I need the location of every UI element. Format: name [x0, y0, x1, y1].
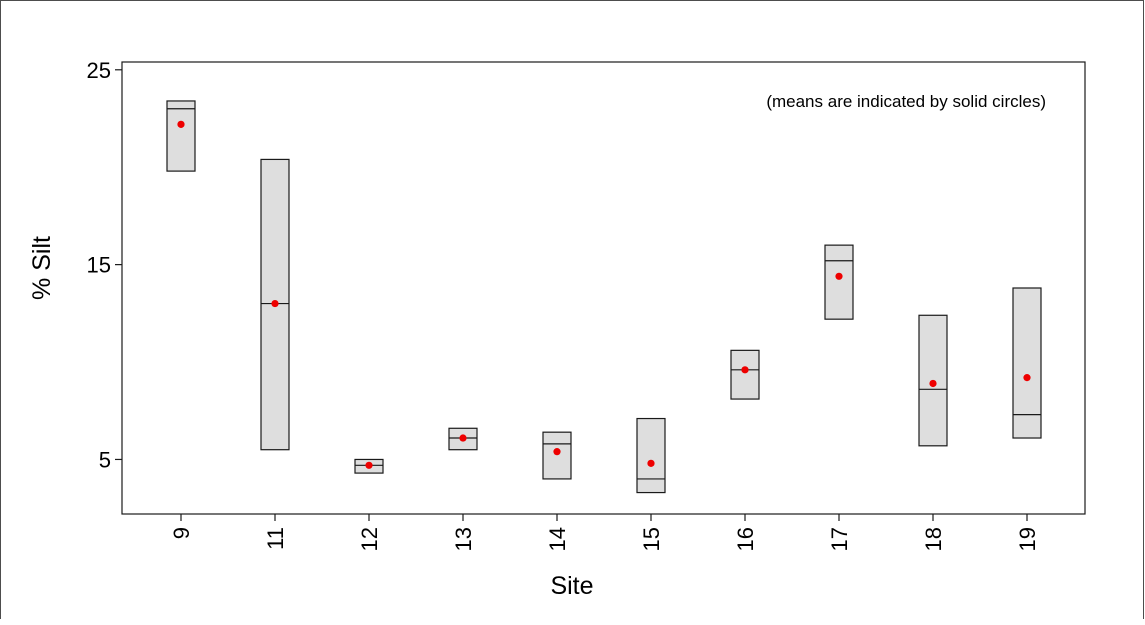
y-tick-label: 5 [99, 447, 111, 472]
site-18-mean-point [929, 379, 937, 388]
site-14-range-box [542, 431, 572, 480]
y-tick-label: 15 [87, 253, 111, 278]
y-tick-label: 25 [87, 58, 111, 83]
site-19-mean-point [1023, 374, 1031, 382]
site-box-group [260, 158, 290, 451]
site-17-mean-point [835, 272, 843, 280]
x-tick-label: 11 [263, 527, 288, 550]
site-box-group [824, 244, 854, 320]
site-16-mean-point [741, 366, 749, 374]
boxes-layer [166, 100, 1042, 494]
x-tick-label: 9 [169, 527, 194, 539]
site-17-range-box [824, 244, 854, 320]
site-box-group [636, 417, 666, 494]
site-box-group [354, 458, 384, 474]
site-9-mean-point [177, 120, 185, 128]
x-tick-label: 16 [733, 527, 758, 551]
site-11-mean-point [271, 299, 279, 308]
site-13-mean-point [459, 434, 467, 442]
y-axis-label: % Silt [28, 236, 56, 300]
x-tick-label: 17 [827, 527, 852, 551]
site-box-group [730, 349, 760, 400]
x-tick-label: 13 [451, 527, 476, 551]
site-box-group [542, 431, 572, 480]
mean-annotation: (means are indicated by solid circles) [766, 92, 1046, 111]
site-15-range-box [636, 417, 666, 494]
x-tick-label: 18 [921, 527, 946, 551]
x-tick-label: 12 [357, 527, 382, 551]
site-box-group [448, 427, 478, 451]
x-axis-label: Site [550, 572, 593, 600]
y-axis: 5 15 25 [87, 58, 122, 472]
x-tick-label: 15 [639, 527, 664, 551]
site-15-mean-point [647, 459, 655, 467]
site-12-mean-point [365, 461, 373, 469]
site-box-group [166, 100, 196, 172]
site-19-range-box [1012, 287, 1042, 439]
x-tick-label: 14 [545, 527, 570, 551]
plot-area [121, 61, 1086, 515]
x-tick-label: 19 [1015, 527, 1040, 551]
site-9-range-box [166, 100, 196, 172]
x-axis: 9 11 12 13 14 15 16 17 18 19 [169, 514, 1040, 551]
site-16-range-box [730, 349, 760, 400]
site-box-group [918, 314, 948, 447]
site-14-mean-point [553, 448, 561, 456]
site-box-group [1012, 287, 1042, 439]
